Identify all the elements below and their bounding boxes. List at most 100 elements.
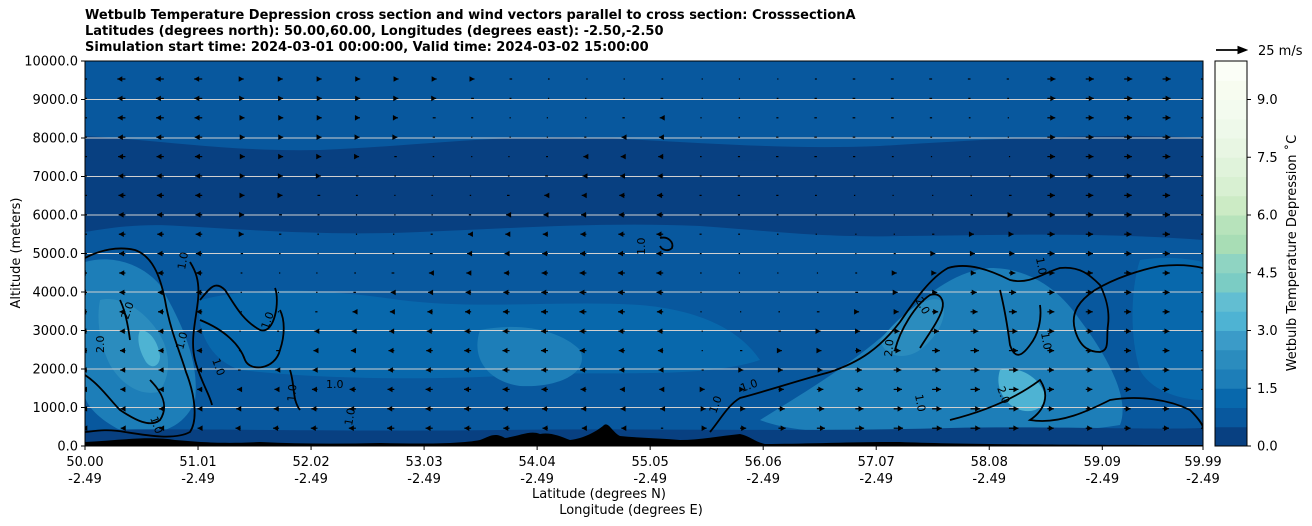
wind-reference-key: 25 m/s (1216, 44, 1303, 59)
contour-label: 1.0 (1033, 256, 1049, 275)
wind-vector (158, 386, 164, 393)
contour-1-left-outer (85, 247, 196, 438)
wind-vector (158, 367, 164, 373)
colorbar-swatch (1215, 215, 1247, 235)
wind-vector (120, 367, 126, 373)
wind-vector (502, 367, 510, 373)
wind-vector (1124, 250, 1132, 257)
colorbar-swatch (1215, 234, 1247, 254)
wind-vector (1047, 153, 1056, 160)
wind-vector (579, 250, 587, 257)
colorbar-swatch (1215, 388, 1247, 408)
wind-vector (466, 270, 472, 276)
wind-vector (156, 115, 164, 121)
wind-vector (656, 309, 664, 315)
wind-vector (278, 153, 284, 160)
y-tick-label: 1000.0 (33, 401, 79, 416)
title-line-3: Simulation start time: 2024-03-01 00:00:… (85, 40, 649, 55)
colorbar-swatch (1215, 292, 1247, 312)
wind-vector (816, 386, 824, 393)
colorbar-swatch (1215, 311, 1247, 331)
x-axis: 50.00 -2.49 51.01 -2.49 52.02 -2.49 53.03 -2.49… (66, 446, 1222, 487)
contour-1-left-low (199, 309, 285, 369)
wind-vector (1162, 309, 1170, 315)
wind-vector (194, 115, 203, 121)
contour-1-mid (289, 369, 301, 411)
wind-vector (196, 367, 203, 373)
wind-vector (1047, 115, 1056, 121)
wind-vector (119, 309, 126, 315)
wind-vector (157, 270, 164, 276)
wind-vector (1047, 95, 1056, 102)
x-tick-label-lat: 52.02 (292, 455, 329, 470)
wind-vector (1085, 406, 1093, 412)
wind-vector (1085, 231, 1094, 237)
wind-vector (1201, 291, 1203, 293)
wind-vector (156, 153, 164, 160)
wind-vector (891, 270, 897, 276)
x-tick-label-lon: -2.49 (746, 472, 780, 487)
wind-vector (196, 328, 203, 334)
wind-vector (1085, 95, 1094, 102)
wind-vector (892, 289, 898, 296)
wind-vector (1047, 231, 1055, 237)
wind-vector (1201, 156, 1203, 158)
wind-vector (1047, 212, 1055, 218)
wind-vector (699, 386, 705, 393)
wind-vector (238, 231, 244, 237)
wind-vector (1085, 425, 1093, 431)
gridlines (85, 99, 1203, 408)
y-axis: 0.0 1000.0 2000.0 3000.0 4000.0 5000.0 6000.0 7… (24, 55, 85, 455)
wind-vector (618, 309, 625, 315)
wind-vector (855, 367, 862, 373)
wind-vector (390, 289, 396, 296)
field-band-top (85, 61, 1203, 151)
wind-vector (238, 76, 244, 82)
wind-vector (387, 425, 395, 431)
wind-vector (85, 425, 88, 431)
colorbar-swatch (1215, 349, 1247, 370)
colorbar: 0.0 1.5 3.0 4.5 6.0 7.5 9.0 (1214, 60, 1278, 455)
contour-label: 1.0 (707, 394, 725, 415)
wind-vector (1047, 347, 1055, 354)
contour-label: 1.0 (175, 251, 191, 270)
wind-vector (351, 328, 357, 334)
wind-vector (1085, 328, 1093, 334)
wind-vector (657, 173, 664, 179)
wind-vector (541, 270, 548, 276)
wind-vector (118, 173, 126, 179)
wind-vector (617, 289, 625, 296)
wind-vector (310, 425, 318, 431)
wind-vector (155, 76, 164, 82)
field-moist-right-core2 (998, 368, 1045, 412)
wind-vector (427, 309, 433, 315)
colorbar-swatch (1215, 369, 1247, 389)
wind-vector (239, 134, 245, 140)
wind-vector (352, 309, 358, 315)
wind-vector (85, 78, 87, 80)
contour-label: 1.0 (342, 407, 358, 426)
wind-vector (1008, 328, 1018, 334)
wind-vector (157, 231, 164, 237)
wind-vector (658, 153, 664, 160)
wind-vector (1124, 173, 1132, 179)
wind-vector (930, 250, 936, 257)
wind-vector (656, 212, 664, 218)
wind-vector (1047, 289, 1055, 296)
wind-vector (932, 347, 940, 354)
wind-vector (85, 367, 87, 373)
wind-vector (1124, 134, 1132, 140)
wind-vectors (85, 76, 1203, 431)
wind-vector (464, 347, 472, 354)
wind-vector (816, 406, 825, 412)
wind-vector (1085, 347, 1093, 354)
wind-vector (118, 212, 126, 218)
wind-vector (1008, 231, 1014, 237)
wind-vector (355, 76, 361, 82)
field-moist-center (477, 326, 582, 387)
wind-vector (350, 367, 356, 373)
wind-vector (855, 425, 865, 431)
wind-vector (1201, 233, 1203, 235)
field-moist-left-core2 (138, 330, 160, 367)
wind-vector (1047, 192, 1055, 199)
